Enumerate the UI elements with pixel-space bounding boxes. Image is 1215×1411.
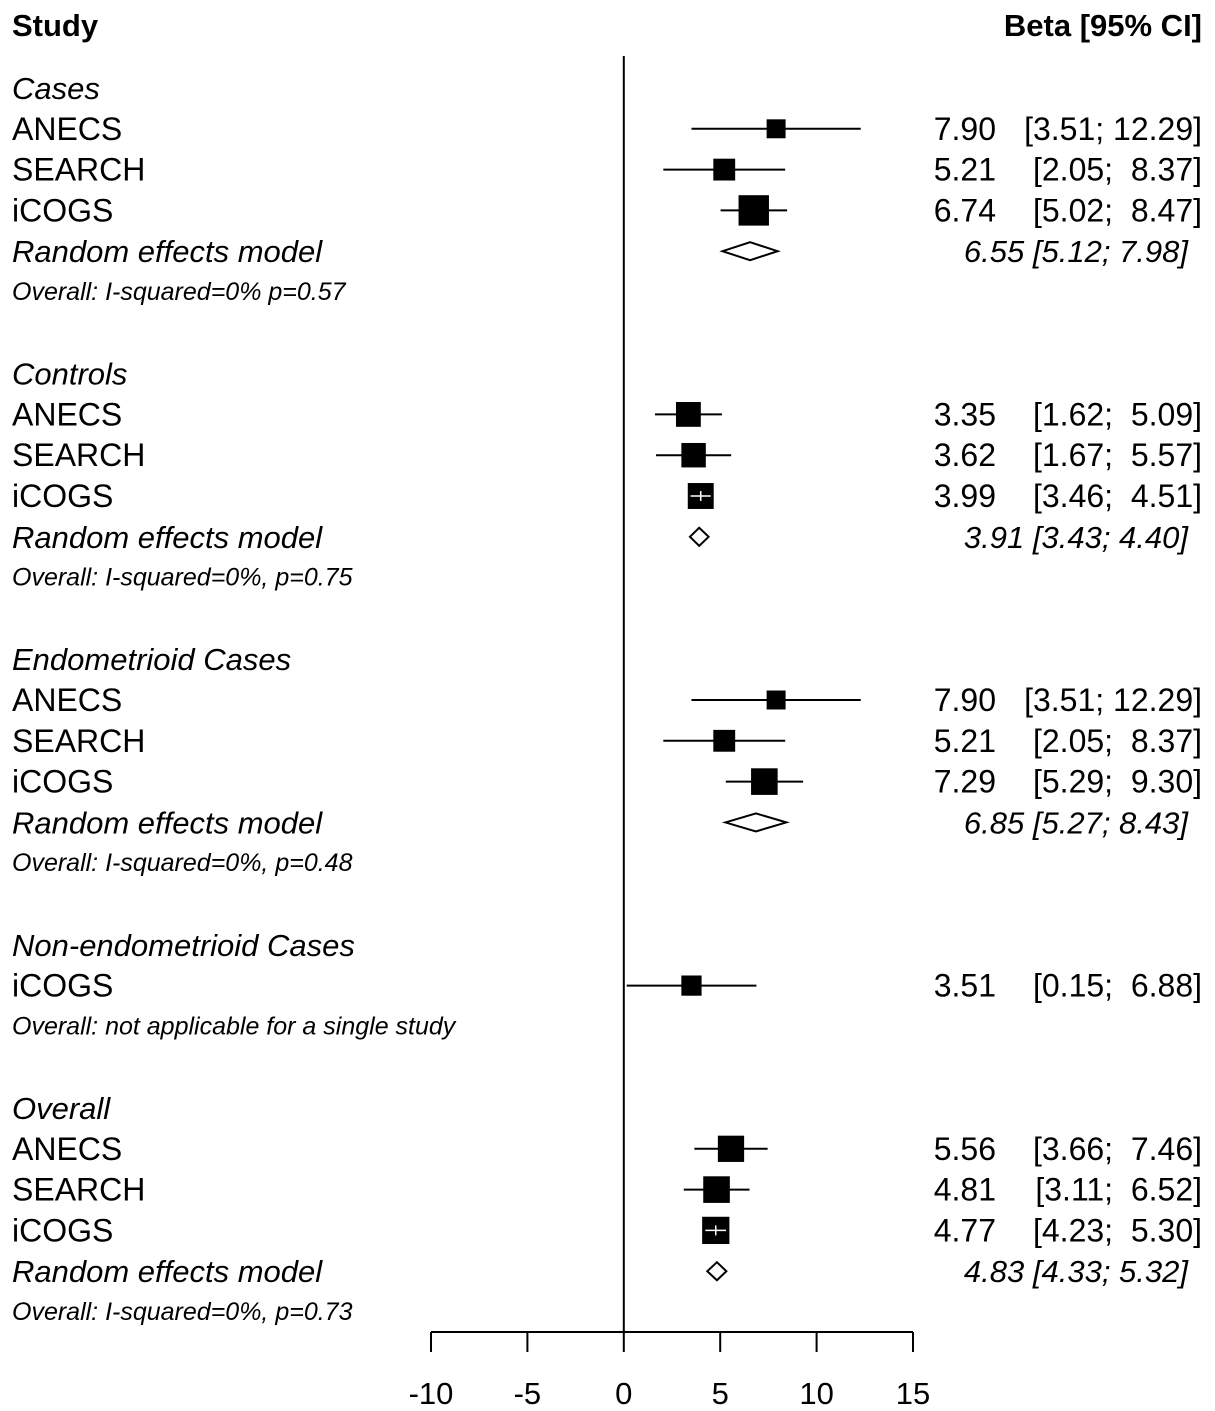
forest-rows: Cases ANECS 7.90 [3.51; 12.29] SEARCH 5.21 [2.… (12, 71, 1202, 1326)
pooled-diamond (721, 812, 790, 833)
estimate-label: 4.81 (934, 1172, 996, 1208)
heterogeneity-label: Overall: I-squared=0%, p=0.48 (12, 849, 353, 877)
estimate-label: 5.21 (934, 152, 996, 188)
pooled-diamond (719, 241, 781, 262)
pooled-estimate-label: 3.91 [3.43; 4.40] (964, 520, 1189, 555)
group-title: Controls (12, 357, 127, 392)
estimate-label: 4.77 (934, 1212, 996, 1248)
study-label: iCOGS (12, 478, 113, 514)
study-label: ANECS (12, 1131, 122, 1167)
ci-label: [3.11; 6.52] (1035, 1172, 1202, 1208)
heterogeneity-label: Overall: I-squared=0% p=0.57 (12, 278, 347, 306)
pooled-diamond (688, 526, 711, 548)
study-label: iCOGS (12, 968, 113, 1004)
pooled-estimate-label: 6.55 [5.12; 7.98] (964, 234, 1189, 269)
study-label: ANECS (12, 682, 122, 718)
group-title: Non-endometrioid Cases (12, 928, 355, 963)
group-title: Cases (12, 71, 100, 106)
estimate-label: 3.51 (934, 968, 996, 1004)
pooled-estimate-label: 6.85 [5.27; 8.43] (964, 805, 1189, 840)
group-title: Endometrioid Cases (12, 642, 291, 677)
estimate-label: 7.90 (934, 111, 996, 147)
study-square (713, 158, 736, 181)
study-square (717, 1135, 745, 1162)
study-label: SEARCH (12, 723, 145, 759)
x-tick-label: 0 (615, 1376, 632, 1411)
study-label: iCOGS (12, 192, 113, 228)
heterogeneity-label: Overall: I-squared=0%, p=0.75 (12, 564, 353, 592)
estimate-label: 7.90 (934, 682, 996, 718)
x-tick-label: 5 (712, 1376, 729, 1411)
effect-column-header: Beta [95% CI] (1004, 8, 1202, 43)
study-square (675, 401, 701, 427)
heterogeneity-label: Overall: not applicable for a single stu… (12, 1012, 457, 1040)
pooled-label: Random effects model (12, 520, 323, 555)
estimate-label: 3.62 (934, 437, 996, 473)
pooled-estimate-label: 4.83 [4.33; 5.32] (964, 1254, 1189, 1289)
x-tick-label: 15 (896, 1376, 930, 1411)
pooled-diamond (705, 1260, 728, 1282)
study-column-header: Study (12, 8, 99, 43)
study-label: ANECS (12, 111, 122, 147)
heterogeneity-label: Overall: I-squared=0%, p=0.73 (12, 1298, 353, 1326)
estimate-label: 3.35 (934, 396, 996, 432)
study-label: SEARCH (12, 437, 145, 473)
estimate-label: 6.74 (934, 192, 996, 228)
x-axis: -10 -5 0 5 10 15 (409, 56, 930, 1411)
x-tick-label: 10 (799, 1376, 833, 1411)
study-square (713, 729, 736, 752)
study-square (738, 195, 769, 226)
ci-label: [3.51; 12.29] (1024, 682, 1202, 718)
pooled-label: Random effects model (12, 1254, 323, 1289)
study-label: iCOGS (12, 1212, 113, 1248)
ci-label: [3.46; 4.51] (1033, 478, 1202, 514)
study-square (766, 690, 786, 710)
study-square (703, 1176, 730, 1203)
ci-label: [2.05; 8.37] (1033, 152, 1202, 188)
ci-label: [5.02; 8.47] (1033, 192, 1202, 228)
ci-label: [3.51; 12.29] (1024, 111, 1202, 147)
study-label: SEARCH (12, 152, 145, 188)
x-tick-label: -5 (514, 1376, 542, 1411)
estimate-label: 3.99 (934, 478, 996, 514)
ci-label: [2.05; 8.37] (1033, 723, 1202, 759)
study-square (681, 442, 706, 468)
ci-label: [4.23; 5.30] (1033, 1212, 1202, 1248)
study-square (751, 768, 778, 795)
estimate-label: 7.29 (934, 764, 996, 800)
x-tick-label: -10 (409, 1376, 454, 1411)
ci-label: [0.15; 6.88] (1033, 968, 1202, 1004)
ci-label: [3.66; 7.46] (1033, 1131, 1202, 1167)
study-label: ANECS (12, 396, 122, 432)
pooled-label: Random effects model (12, 805, 323, 840)
estimate-label: 5.21 (934, 723, 996, 759)
ci-label: [1.67; 5.57] (1033, 437, 1202, 473)
ci-label: [1.62; 5.09] (1033, 396, 1202, 432)
study-label: iCOGS (12, 764, 113, 800)
study-square (766, 119, 786, 139)
study-label: SEARCH (12, 1172, 145, 1208)
study-square (681, 975, 702, 996)
estimate-label: 5.56 (934, 1131, 996, 1167)
pooled-label: Random effects model (12, 234, 323, 269)
group-title: Overall (12, 1091, 111, 1126)
ci-label: [5.29; 9.30] (1033, 764, 1202, 800)
